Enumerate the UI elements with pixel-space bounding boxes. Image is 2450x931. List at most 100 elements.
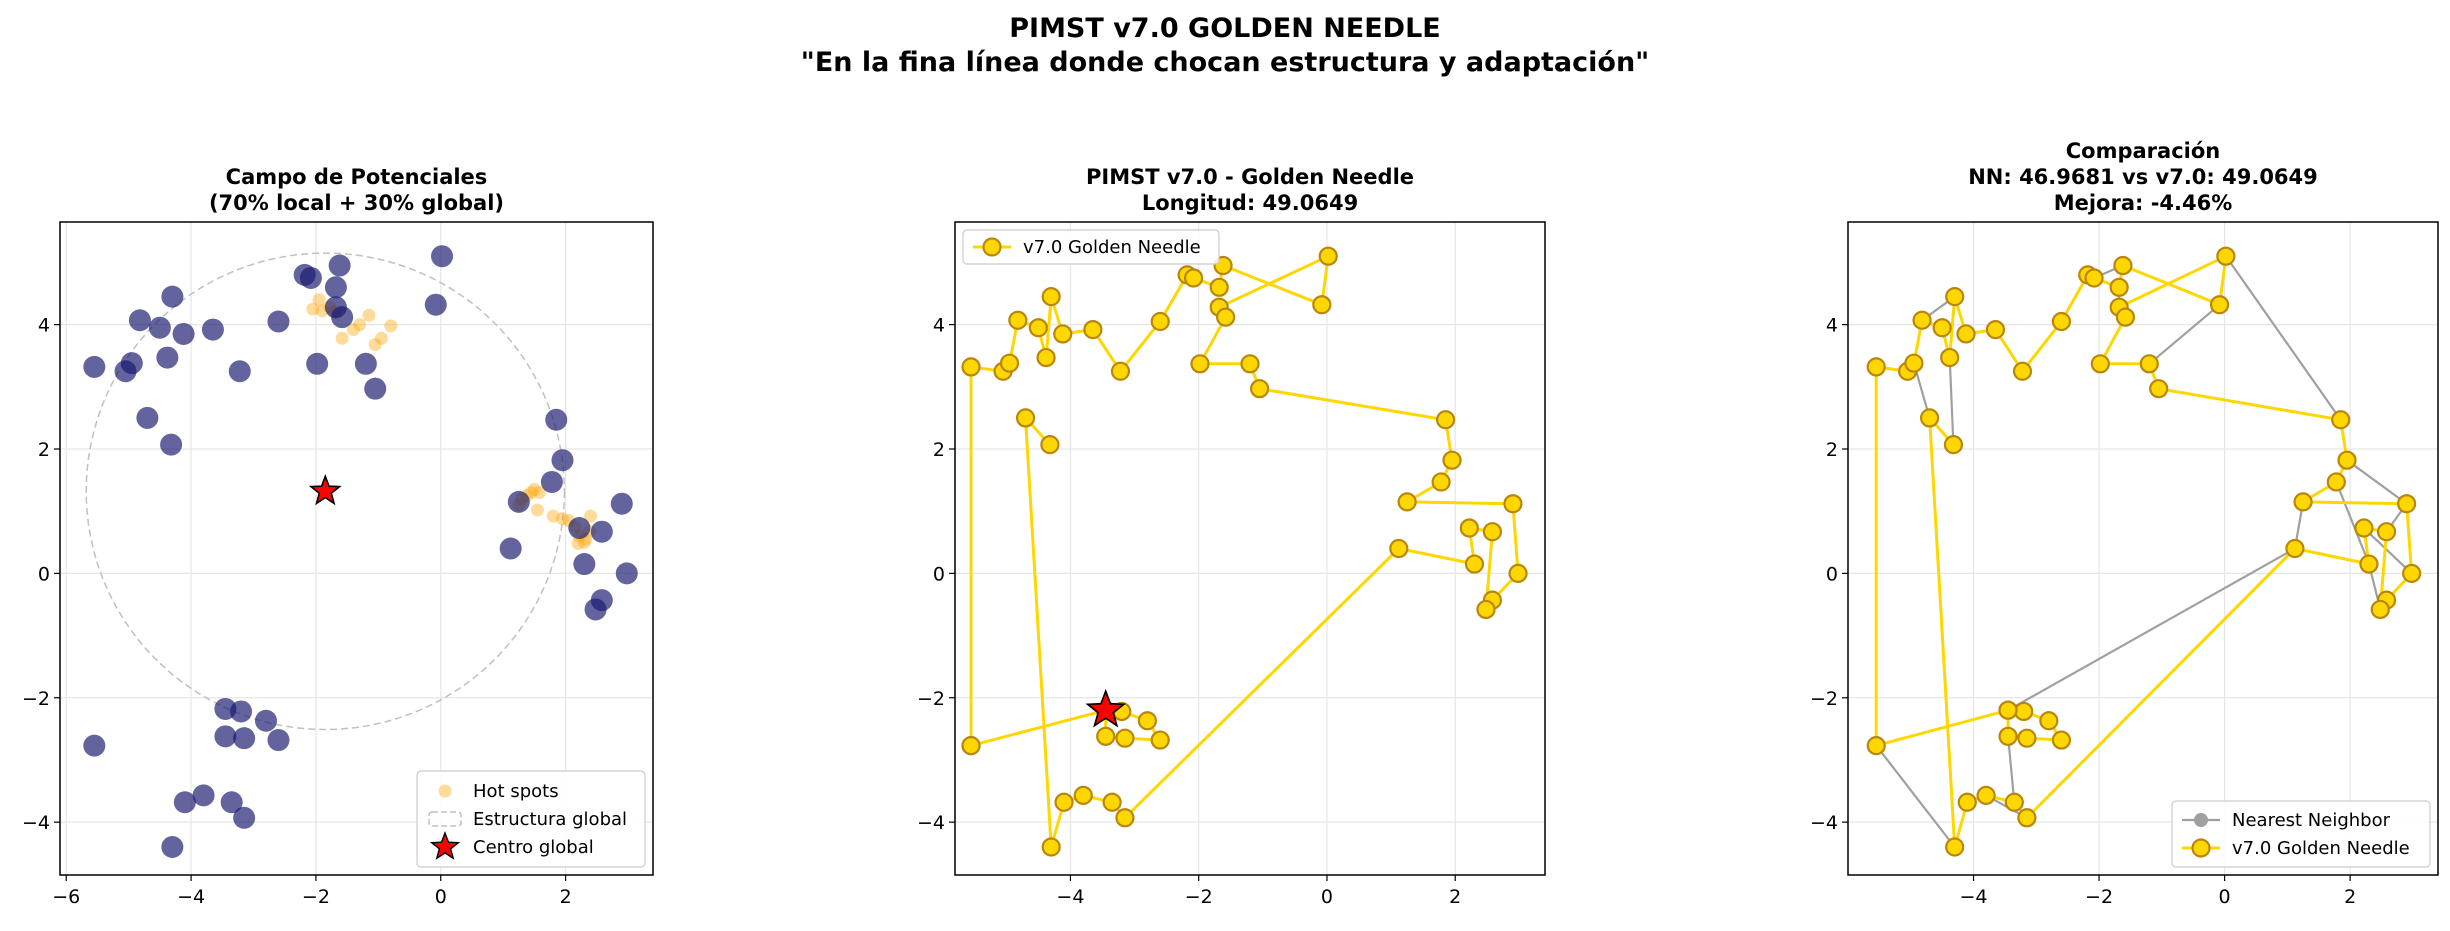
legend: Nearest Neighbor v7.0 Golden Needle	[2171, 800, 2431, 868]
route-point	[2359, 554, 2379, 574]
hotspot-point	[374, 331, 388, 345]
route-point	[1190, 354, 1210, 374]
route-point	[2326, 472, 2346, 492]
route-point	[1040, 435, 1060, 455]
route-point	[1476, 599, 1496, 620]
route-point	[1209, 277, 1229, 297]
y-tick-label: 2	[1826, 439, 1838, 461]
y-tick-label: −4	[22, 812, 50, 834]
city-point	[364, 377, 387, 400]
route-point	[1318, 246, 1338, 266]
route-point	[1312, 295, 1332, 315]
route-point	[1482, 522, 1503, 542]
city-point	[331, 306, 354, 329]
route-point	[2216, 246, 2236, 266]
legend-marker-hotspot	[438, 784, 452, 798]
legend-label: Estructura global	[473, 809, 627, 830]
city-point	[573, 553, 596, 576]
x-tick-label: 2	[2344, 886, 2356, 908]
route-point	[2139, 354, 2159, 374]
route-point	[1985, 319, 2006, 340]
y-tick-label: −4	[1810, 812, 1838, 834]
panel-title-line: Campo de Potenciales	[226, 165, 488, 189]
route-point	[1053, 324, 1073, 344]
route-point	[1096, 726, 1116, 746]
x-tick-label: −2	[302, 886, 330, 908]
legend-label: Nearest Neighbor	[2232, 810, 2391, 831]
city-point	[230, 700, 253, 723]
route-point	[1389, 538, 1409, 559]
city-point	[172, 322, 195, 345]
y-tick-label: −2	[1810, 688, 1838, 710]
axes-frame	[954, 221, 1546, 876]
route-point	[1945, 837, 1965, 857]
route-point	[1998, 700, 2018, 720]
route-point	[1957, 792, 1977, 812]
city-point	[424, 293, 447, 316]
x-tick-label: 0	[2219, 886, 2231, 908]
panel-potential-field: Campo de Potenciales(70% local + 30% glo…	[22, 165, 654, 908]
axes-frame	[59, 221, 654, 876]
route-point	[2051, 311, 2072, 332]
route-point	[2354, 518, 2374, 538]
y-tick-label: 4	[1826, 315, 1838, 337]
route-point	[1041, 287, 1061, 307]
x-tick-label: 0	[435, 886, 447, 908]
city-point	[551, 449, 574, 472]
route-point	[2402, 563, 2422, 583]
city-point	[233, 727, 256, 750]
x-tick-label: −6	[52, 886, 80, 908]
y-tick-label: 4	[933, 315, 945, 337]
legend-marker-nn-point	[2194, 813, 2208, 827]
legend-label: Hot spots	[473, 781, 559, 802]
route-point	[2090, 354, 2110, 374]
legend-label: Centro global	[473, 837, 594, 858]
hotspot-point	[532, 486, 546, 500]
legend: v7.0 Golden Needle	[962, 229, 1220, 265]
route-point	[1919, 408, 1940, 428]
legend-marker-v7-point	[2191, 838, 2211, 858]
city-point	[354, 352, 377, 375]
panel-title-line: Mejora: -4.46%	[2054, 191, 2233, 215]
plot-area	[83, 245, 638, 859]
global-center-star	[308, 474, 342, 506]
axes-frame	[1847, 221, 2439, 876]
legend-box	[962, 229, 1220, 265]
route-point	[2376, 522, 2397, 542]
city-point	[160, 433, 183, 456]
plot-area	[1866, 246, 2422, 857]
route-point	[2370, 599, 2390, 620]
route-point	[1442, 450, 1462, 470]
city-point	[233, 806, 256, 829]
hotspot-point	[584, 509, 598, 523]
route-point	[1435, 410, 1456, 430]
route-point	[2113, 255, 2133, 276]
hotspot-point	[531, 503, 545, 517]
route-line	[969, 254, 1520, 849]
city-point	[431, 245, 454, 268]
route-point	[1940, 347, 1960, 368]
y-tick-label: 2	[38, 439, 50, 461]
city-point	[201, 318, 224, 341]
route-point	[1397, 492, 1417, 512]
hotspot-point	[577, 535, 591, 549]
route-point	[1216, 307, 1236, 327]
route-point	[1008, 310, 1028, 330]
v7-route-line	[1874, 254, 2414, 849]
route-point	[1073, 785, 1093, 805]
route-point	[1998, 726, 2018, 746]
route-point	[961, 357, 981, 377]
route-point	[2017, 808, 2037, 828]
route-point	[1041, 837, 1061, 857]
legend-marker-star	[429, 831, 461, 860]
legend-box	[2171, 800, 2431, 868]
city-point	[267, 310, 290, 333]
y-tick-label: 2	[933, 439, 945, 461]
route-point	[2285, 538, 2305, 559]
route-point	[1137, 711, 1157, 731]
hotspot-point	[312, 293, 326, 307]
hotspot-point	[335, 331, 349, 345]
start-point-star	[1085, 688, 1126, 728]
